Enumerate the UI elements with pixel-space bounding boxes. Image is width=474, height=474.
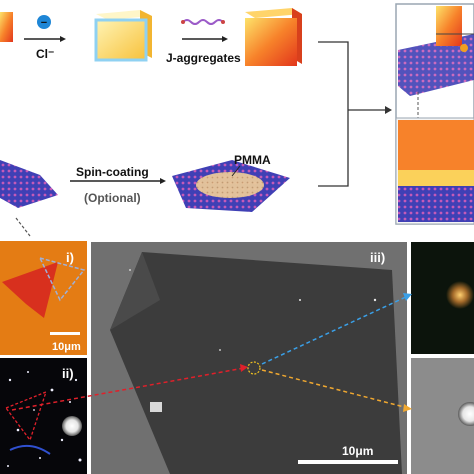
panel-i-label: i) bbox=[66, 250, 74, 265]
dashed-arrows bbox=[11, 217, 412, 412]
j-aggregate-molecule bbox=[182, 19, 224, 25]
panel-ii-flake-outline bbox=[4, 390, 48, 442]
closeup-particle bbox=[458, 402, 474, 426]
arrow-blue bbox=[261, 295, 409, 365]
panel-ii-darkfield: ii) bbox=[0, 358, 87, 474]
panel-emission-image bbox=[411, 242, 474, 354]
intermediate-cube bbox=[94, 10, 152, 62]
panel-iii-label: iii) bbox=[370, 250, 385, 265]
connector-top bbox=[318, 41, 349, 187]
precursor-cube bbox=[0, 12, 13, 42]
optional-label: (Optional) bbox=[84, 191, 141, 205]
panel-iii-flake bbox=[110, 252, 402, 474]
device-substrate bbox=[398, 34, 474, 96]
panel-ii-bright-particle bbox=[62, 416, 82, 436]
flake-left bbox=[0, 160, 58, 208]
pmma-layer bbox=[196, 172, 264, 198]
chloride-badge-sign: − bbox=[41, 17, 47, 29]
arrow-red bbox=[11, 367, 245, 411]
device-cube bbox=[436, 6, 462, 46]
arrow-i-to-ii bbox=[15, 217, 31, 237]
panel-i-optical: i) 10μm bbox=[0, 241, 87, 355]
emission-spot bbox=[446, 281, 474, 309]
j-aggregates-label: J-aggregates bbox=[166, 51, 241, 65]
panel-iii-target-circle bbox=[247, 361, 261, 375]
chloride-ion-badge bbox=[37, 15, 51, 29]
panel-i-flake bbox=[2, 262, 58, 318]
synthesis-scheme: − Cl⁻ J-aggregates Spin-coating bbox=[0, 3, 474, 225]
panel-iii-scale-label: 10μm bbox=[342, 444, 373, 458]
panel-sem-closeup bbox=[411, 358, 474, 474]
panel-i-scale-label: 10μm bbox=[52, 341, 81, 353]
spin-coating-label: Spin-coating bbox=[76, 165, 149, 179]
panel-iii-scale-bar bbox=[298, 460, 398, 464]
product-cube bbox=[245, 8, 302, 66]
chloride-label: Cl⁻ bbox=[36, 47, 54, 61]
pmma-label: PMMA bbox=[234, 153, 271, 167]
panel-i-scale-bar bbox=[50, 332, 80, 335]
panel-iii-sem: iii) 10μm bbox=[91, 242, 407, 474]
panel-ii-label: ii) bbox=[62, 366, 74, 381]
